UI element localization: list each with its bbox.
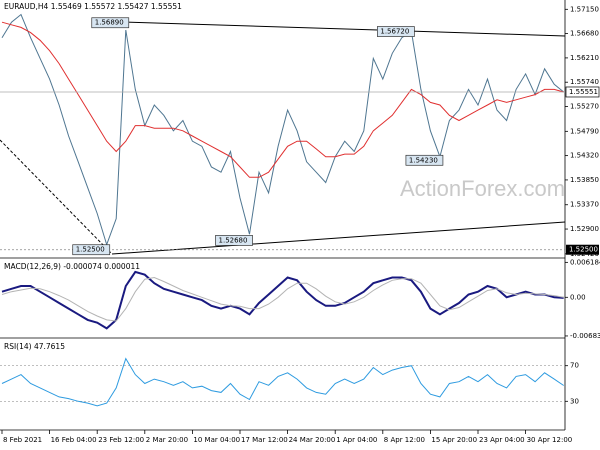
annotation-label: 1.56890 (95, 19, 124, 27)
x-tick-label: 8 Feb 2021 (3, 436, 42, 444)
title-bg (2, 1, 152, 11)
y-tick-label: 1.55740 (570, 78, 599, 86)
x-tick-label: 15 Apr 20:00 (431, 436, 477, 444)
annotation-box (377, 26, 415, 37)
annotation-box (91, 17, 130, 29)
chart-title: EURAUD,H4 1.55469 1.55572 1.55427 1.5555… (4, 2, 182, 11)
y-tick-label: 1.53370 (570, 201, 599, 209)
series-line (1, 270, 564, 330)
trendline (0, 139, 113, 255)
y-tick-label: 0.00 (570, 293, 586, 301)
last-price-label: 1.55551 (569, 88, 598, 96)
y-tick-label: 1.55270 (570, 103, 599, 111)
x-tick-label: 16 Feb 04:00 (51, 436, 97, 444)
y-tick-label: 1.57150 (570, 5, 599, 13)
y-tick-label: 1.54790 (570, 127, 599, 135)
y-tick-label: 30 (570, 397, 579, 405)
trendlines (0, 21, 566, 255)
watermark: ActionForex.com (400, 176, 565, 201)
trendline (124, 21, 566, 37)
y-tick-label: 1.52900 (570, 225, 599, 233)
x-tick-label: 30 Apr 12:00 (527, 436, 573, 444)
trendline (111, 221, 566, 255)
y-tick-label: 70 (570, 362, 579, 370)
annotation-label: 1.52680 (219, 236, 248, 244)
last-price-box (565, 86, 600, 98)
series-line (1, 21, 564, 178)
x-tick-label: 23 Apr 04:00 (479, 436, 525, 444)
rsi-title: RSI(14) 47.7615 (4, 342, 65, 351)
series-line (1, 276, 564, 322)
annotation-label: 1.54230 (409, 156, 438, 164)
annotation-box (72, 244, 111, 256)
y-tick-label: 1.56210 (570, 54, 599, 62)
annotation-box (405, 154, 444, 166)
y-tick-label: 1.54320 (570, 152, 599, 160)
x-tick-label: 17 Mar 12:00 (241, 436, 288, 444)
y-tick-label: 1.53850 (570, 176, 599, 184)
level-box (566, 244, 599, 255)
annotation-label: 1.52500 (76, 246, 105, 254)
series-line (1, 357, 564, 407)
x-tick-label: 24 Mar 20:00 (289, 436, 336, 444)
y-tick-label: 1.56680 (570, 30, 599, 38)
level-label: 1.52500 (569, 246, 598, 254)
x-tick-label: 1 Apr 04:00 (336, 436, 377, 444)
macd-title: MACD(12,26,9) -0.000074 0.000011 (4, 262, 140, 271)
annotation-box (215, 235, 253, 246)
x-tick-label: 8 Apr 12:00 (384, 436, 425, 444)
frame (0, 0, 566, 431)
y-tick-label: 0.006184 (570, 258, 600, 266)
annotation-label: 1.56720 (380, 28, 409, 36)
x-tick-label: 2 Mar 20:00 (146, 436, 188, 444)
x-tick-label: 10 Mar 04:00 (193, 436, 240, 444)
x-tick-label: 23 Feb 12:00 (98, 436, 144, 444)
